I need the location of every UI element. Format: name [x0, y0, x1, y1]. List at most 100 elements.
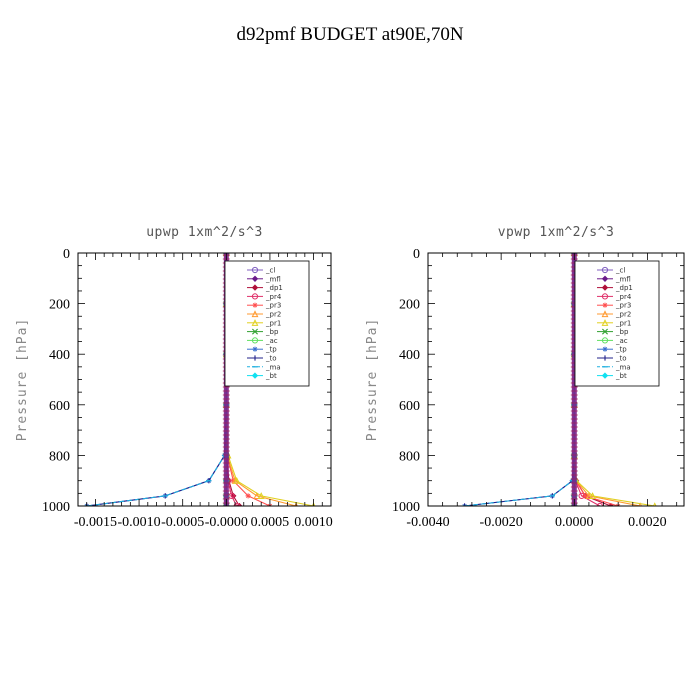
legend-marker: [251, 319, 259, 326]
legend: _cl_mfl_dp1_pr4_pr3_pr2_pr1_bp_ac_tp_to_…: [574, 260, 660, 387]
x-tick-label: 0.0000: [555, 515, 594, 530]
legend-label: _to: [265, 355, 277, 363]
legend-label: _mfl: [265, 275, 281, 283]
zero-profile-band: [571, 253, 577, 506]
panel-title: vpwp 1xm^2/s^3: [498, 225, 615, 240]
legend-label: _dp1: [265, 284, 283, 292]
series-point_pr2: [253, 492, 261, 499]
legend-marker: [251, 372, 259, 379]
series-line_to: [464, 253, 575, 506]
y-tick-label: 0: [63, 247, 70, 262]
legend-label: _pr4: [265, 293, 282, 301]
legend-marker: [252, 328, 258, 335]
legend-marker: [252, 302, 258, 308]
legend-marker: [601, 372, 609, 379]
legend-marker: [601, 310, 609, 318]
series-line_tp: [464, 253, 575, 506]
legend-marker: [252, 346, 258, 352]
panel-title: upwp 1xm^2/s^3: [146, 225, 263, 240]
series-line_ma: [86, 253, 227, 506]
y-tick-label: 400: [49, 348, 70, 363]
x-tick-label: -0.0015: [74, 515, 117, 530]
legend-label: _dp1: [615, 284, 633, 292]
legend-marker: [602, 328, 608, 335]
legend-label: _ac: [265, 337, 278, 345]
x-tick-label: 0.0020: [628, 515, 667, 530]
legend-marker: [602, 355, 608, 361]
legend-marker: [251, 266, 259, 274]
x-tick-label: -0.0005: [161, 515, 204, 530]
panel-upwp: upwp 1xm^2/s^3 Pressure [hPa] 0 200 400 600 80…: [15, 225, 333, 530]
y-axis-label: Pressure [hPa]: [15, 318, 30, 442]
x-tick-label: -0.0000: [205, 515, 248, 530]
legend-label: _pr2: [265, 311, 281, 319]
y-axis-label: Pressure [hPa]: [365, 318, 380, 442]
series-line_to: [86, 253, 227, 506]
legend-marker: [601, 319, 609, 326]
y-tick-label: 600: [399, 399, 420, 414]
y-tick-label: 800: [49, 449, 70, 464]
y-tick-label: 600: [49, 399, 70, 414]
series-point_pr1: [257, 492, 265, 499]
legend-box: [574, 260, 660, 387]
legend-label: _bp: [265, 328, 279, 336]
legend-marker: [251, 310, 259, 318]
figure-title: d92pmf BUDGET at90E,70N: [236, 24, 463, 45]
legend-marker: [251, 284, 259, 291]
y-tick-label: 200: [399, 298, 420, 313]
legend-marker: [602, 302, 608, 308]
x-tick-label: 0.0010: [294, 515, 333, 530]
legend-marker: [601, 293, 609, 300]
series-point_to: [461, 503, 468, 506]
x-tick-label: -0.0040: [406, 515, 449, 530]
legend-label: _mfl: [615, 275, 631, 283]
series-point_pr1: [233, 476, 241, 484]
legend-marker: [602, 346, 608, 352]
legend-label: _cl: [265, 267, 275, 275]
legend-marker: [601, 284, 609, 291]
legend-label: _ma: [615, 363, 631, 371]
legend-label: _pr2: [615, 311, 631, 319]
series-point_pr1: [589, 492, 596, 499]
series-line_ma: [464, 253, 575, 506]
y-tick-label: 800: [399, 449, 420, 464]
y-tick-label: 0: [413, 247, 420, 262]
panel-vpwp: vpwp 1xm^2/s^3 Pressure [hPa] 0 200 400 600 80…: [365, 225, 685, 530]
legend-marker: [601, 337, 609, 344]
legend-marker: [251, 275, 259, 282]
y-tick-label: 400: [399, 348, 420, 363]
series-line_tp: [86, 253, 227, 506]
legend-label: _pr1: [615, 319, 631, 327]
legend-marker: [251, 293, 259, 300]
legend-marker: [252, 355, 258, 361]
legend-marker: [601, 275, 609, 282]
legend-label: _pr4: [615, 293, 632, 301]
legend-label: _bp: [615, 328, 629, 336]
legend-label: _tp: [615, 346, 627, 354]
series-point_pr3: [245, 493, 251, 499]
series-point_pr2: [585, 492, 593, 499]
legend-label: _bt: [615, 372, 627, 380]
legend-label: _bt: [265, 372, 277, 380]
legend-box: [224, 260, 310, 387]
legend-label: _pr3: [265, 302, 281, 310]
legend-label: _cl: [615, 267, 625, 275]
legend-label: _pr1: [265, 319, 281, 327]
legend-label: _pr3: [615, 302, 631, 310]
legend-marker: [251, 337, 259, 344]
y-tick-label: 1000: [392, 500, 420, 515]
series-point_pr3: [582, 493, 588, 499]
legend-label: _ac: [615, 337, 628, 345]
legend-label: _to: [615, 355, 627, 363]
legend: _cl_mfl_dp1_pr4_pr3_pr2_pr1_bp_ac_tp_to_…: [224, 260, 310, 387]
legend-label: _tp: [265, 346, 277, 354]
series-point_dp1: [607, 502, 615, 506]
legend-marker: [601, 266, 609, 274]
y-tick-label: 200: [49, 298, 70, 313]
legend-label: _ma: [265, 363, 281, 371]
x-tick-label: -0.0010: [117, 515, 160, 530]
x-tick-label: 0.0005: [251, 515, 290, 530]
y-tick-label: 1000: [42, 500, 70, 515]
x-tick-label: -0.0020: [480, 515, 523, 530]
